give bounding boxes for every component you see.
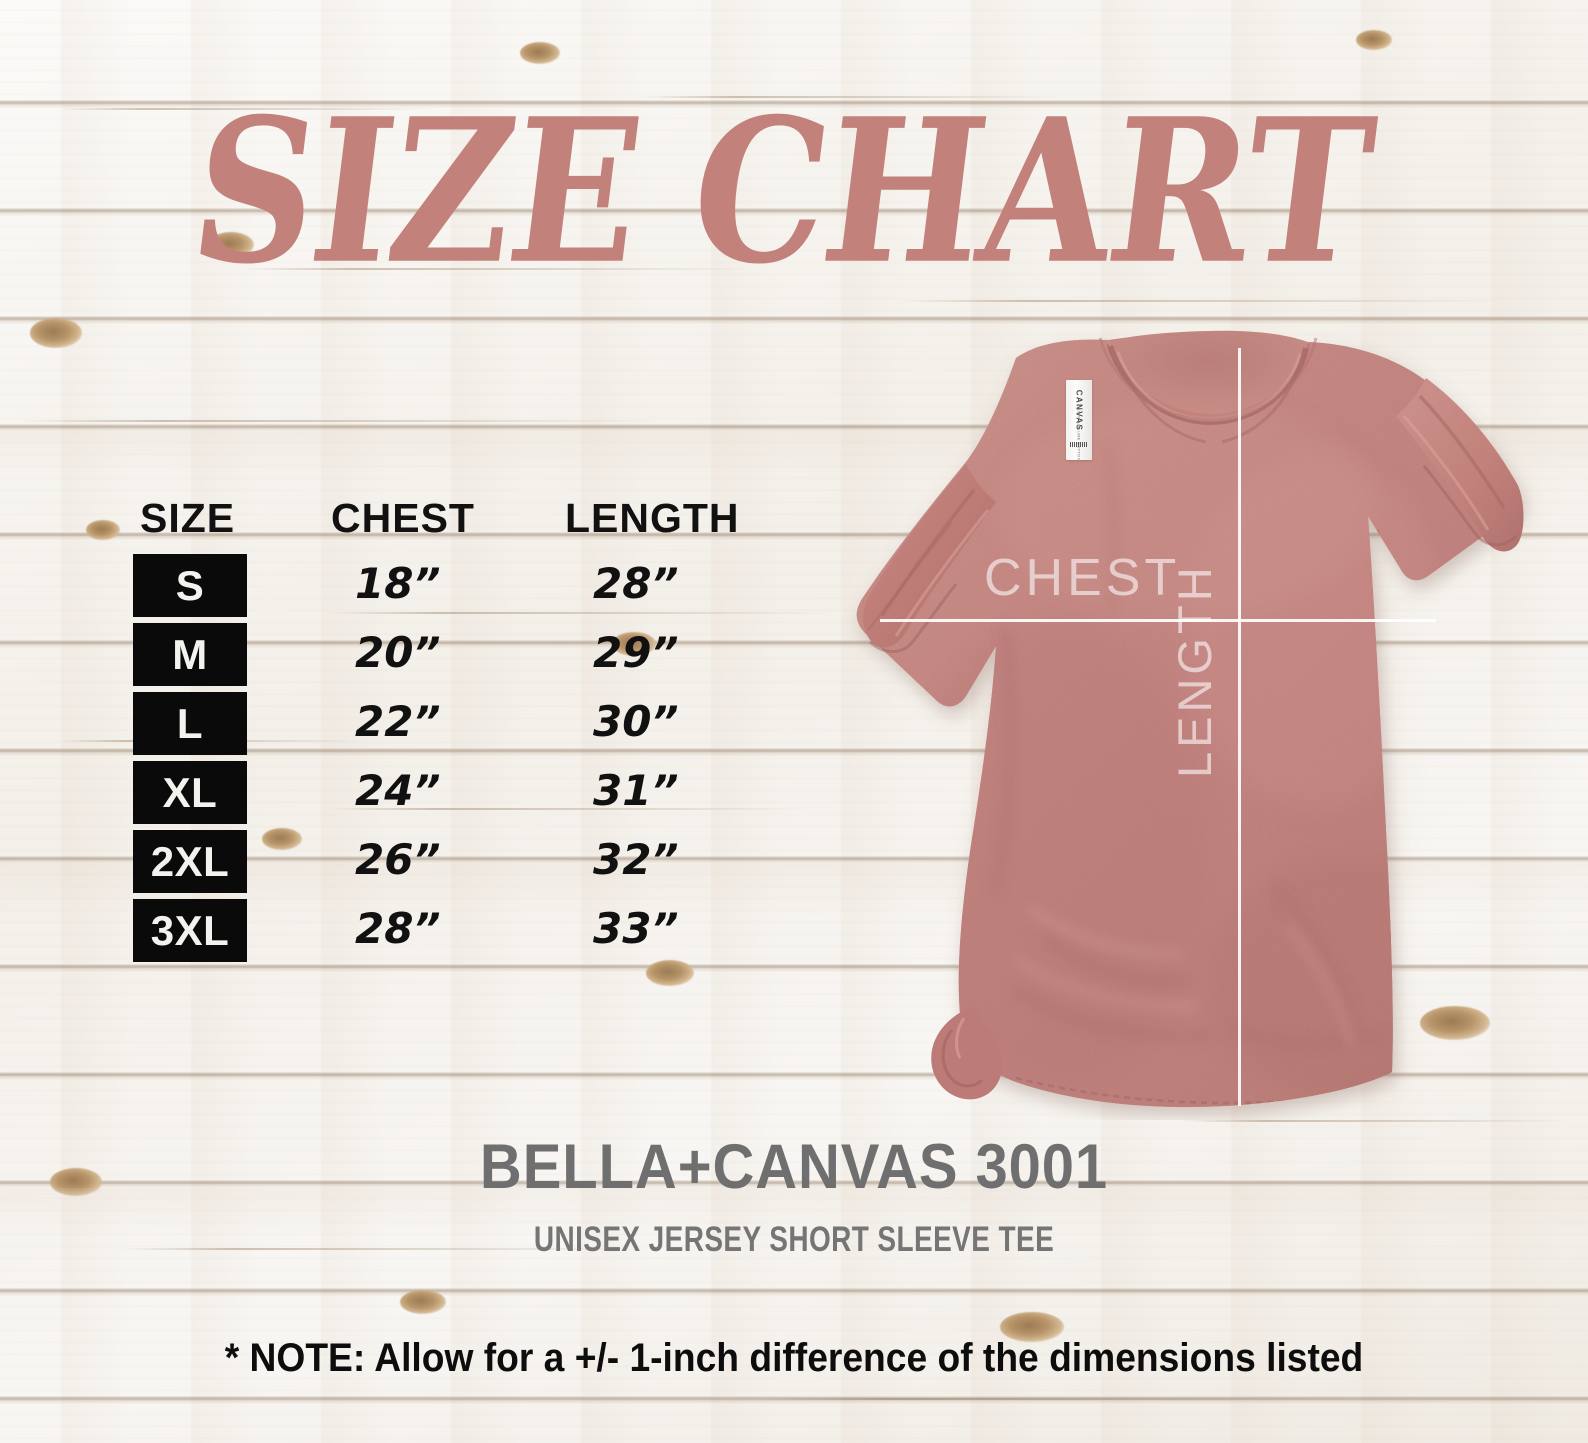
size-label: S (175, 561, 205, 609)
page-title: SIZE CHART (180, 74, 1383, 308)
wood-knot (400, 1290, 446, 1314)
size-label: 3XL (150, 906, 230, 954)
size-badge: XL (133, 761, 247, 824)
wood-knot (86, 520, 120, 540)
wood-knot (1000, 1312, 1064, 1342)
size-chart-table: SIZE CHEST LENGTH S 18” 28” M 20” 29” L … (133, 498, 773, 968)
tshirt-illustration (856, 330, 1524, 1107)
wood-grain-streak (330, 612, 830, 614)
length-value: 29” (593, 628, 679, 677)
table-row: XL 24” 31” (133, 761, 773, 824)
tshirt-collar (1098, 330, 1318, 426)
wood-knot (612, 632, 656, 656)
wood-knot (646, 960, 694, 986)
size-badge: 2XL (133, 830, 247, 893)
wood-grain-streak (240, 268, 760, 270)
wood-grain-streak (1180, 1120, 1570, 1122)
wood-knot (1420, 1006, 1490, 1040)
tshirt-photo: CANVAS 100% AIRLUME COTTON CHEST LENGTH (716, 330, 1576, 1120)
table-row: 2XL 26” 32” (133, 830, 773, 893)
length-measure-line (1238, 348, 1241, 1106)
chest-value: 18” (355, 559, 441, 608)
length-value: 32” (593, 835, 679, 884)
length-value: 28” (593, 559, 679, 608)
wood-grain-streak (330, 808, 810, 810)
wood-knot (520, 42, 560, 64)
chest-value: 24” (355, 766, 441, 815)
wood-wash (0, 1188, 1588, 1234)
size-label: 2XL (150, 837, 230, 885)
chest-value: 26” (355, 835, 441, 884)
chest-value: 22” (355, 697, 441, 746)
length-value: 31” (593, 766, 679, 815)
wood-grain-streak (900, 300, 1500, 302)
neck-label-tag: CANVAS 100% AIRLUME COTTON (1066, 380, 1092, 460)
size-label: L (176, 699, 204, 747)
wood-knot (262, 828, 302, 850)
product-subtitle: UNISEX JERSEY SHORT SLEEVE TEE (533, 1220, 1055, 1259)
tshirt-sleeve-right-cuff (1396, 378, 1524, 552)
wood-grain-streak (20, 420, 660, 422)
column-header-size: SIZE (140, 495, 236, 541)
column-header-length: LENGTH (565, 495, 740, 541)
length-value: 33” (593, 904, 679, 953)
chest-overlay-label: CHEST (984, 549, 1181, 607)
size-label: M (172, 630, 208, 678)
wood-knot (50, 1168, 102, 1196)
tshirt-hem-knot (931, 1006, 1003, 1100)
size-badge: S (133, 554, 247, 617)
wood-grain-streak (760, 1398, 1360, 1400)
neck-label-sub: 100% AIRLUME COTTON (1076, 408, 1082, 460)
column-header-chest: CHEST (331, 495, 475, 541)
length-overlay-label: LENGTH (1168, 563, 1221, 778)
wood-grain-streak (120, 1248, 640, 1250)
chest-value: 20” (355, 628, 441, 677)
chest-value: 28” (355, 904, 441, 953)
wood-knot (208, 232, 254, 258)
size-label: XL (162, 768, 218, 816)
wood-grain-streak (60, 108, 440, 110)
wood-knot (30, 318, 82, 348)
wood-knot (1356, 30, 1392, 50)
table-row: L 22” 30” (133, 692, 773, 755)
product-brand-model: BELLA+CANVAS 3001 (479, 1132, 1109, 1202)
length-value: 30” (593, 697, 679, 746)
wood-grain-streak (640, 96, 1070, 98)
size-badge: L (133, 692, 247, 755)
size-badge: M (133, 623, 247, 686)
table-row: 3XL 28” 33” (133, 899, 773, 962)
size-badge: 3XL (133, 899, 247, 962)
chest-measure-line (880, 619, 1436, 622)
table-header-row: SIZE CHEST LENGTH (133, 498, 773, 554)
table-row: S 18” 28” (133, 554, 773, 617)
neck-label-barcode (1070, 442, 1088, 447)
table-row: M 20” 29” (133, 623, 773, 686)
measurement-note: * NOTE: Allow for a +/- 1-inch differenc… (224, 1336, 1364, 1380)
